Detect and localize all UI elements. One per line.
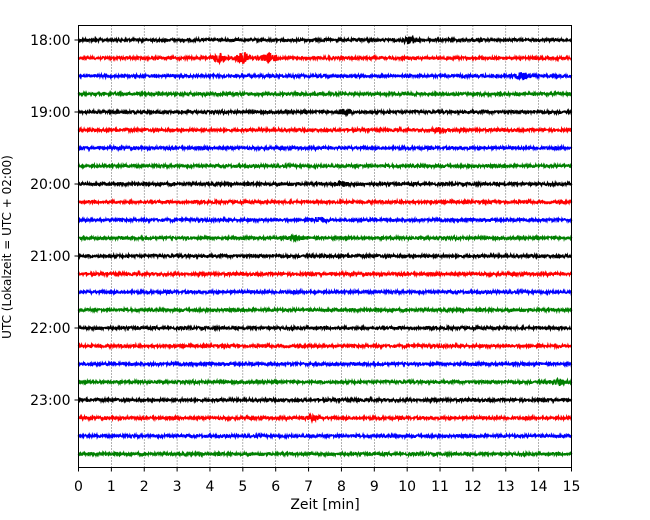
- y-axis-ticks: 18:00 19:00 20:00 21:00 22:00 23:00: [30, 33, 79, 409]
- x-tick-label: 0: [74, 479, 83, 495]
- trace-1900: [77, 107, 573, 118]
- x-tick-label: 11: [431, 479, 449, 495]
- x-tick-label: 5: [238, 479, 247, 495]
- trace-2215: [77, 341, 573, 351]
- trace-2230: [77, 359, 573, 369]
- trace-2245: [78, 376, 573, 387]
- trace-1945: [77, 161, 573, 171]
- trace-2145: [77, 305, 573, 315]
- x-tick-label: 10: [398, 479, 416, 495]
- y-tick-label: 21:00: [30, 249, 70, 265]
- x-tick-label: 2: [140, 479, 149, 495]
- trace-2045: [77, 233, 573, 243]
- trace-2030: [77, 215, 573, 225]
- x-tick-label: 4: [206, 479, 215, 495]
- x-axis-ticks: 0 1 2 3 4 5 6 7 8 9 10 11 12 13 14 15: [74, 467, 581, 495]
- x-tick-label: 1: [107, 479, 116, 495]
- y-tick-label: 22:00: [30, 321, 70, 337]
- trace-1915: [77, 125, 573, 135]
- plot-frame: [78, 25, 572, 468]
- trace-1930: [77, 143, 573, 153]
- trace-2300: [77, 395, 573, 405]
- x-tick-label: 9: [370, 479, 379, 495]
- trace-2130: [77, 287, 573, 297]
- x-tick-label: 14: [530, 479, 548, 495]
- trace-1845: [77, 89, 572, 99]
- trace-2000: [77, 179, 573, 189]
- y-tick-label: 23:00: [30, 393, 70, 409]
- x-tick-label: 6: [271, 479, 280, 495]
- x-tick-label: 3: [173, 479, 182, 495]
- trace-1830: [78, 71, 573, 81]
- x-tick-label: 15: [563, 479, 581, 495]
- y-tick-label: 18:00: [30, 33, 70, 49]
- y-tick-label: 19:00: [30, 105, 70, 121]
- x-tick-label: 13: [497, 479, 515, 495]
- y-axis-label: UTC (Lokalzeit = UTC + 02:00): [0, 155, 14, 339]
- x-tick-label: 8: [337, 479, 346, 495]
- trace-2330: [77, 431, 573, 441]
- trace-2100: [77, 251, 573, 261]
- x-axis-label: Zeit [min]: [290, 497, 359, 513]
- trace-2200: [77, 323, 572, 333]
- trace-1815: [77, 51, 572, 66]
- y-tick-label: 20:00: [30, 177, 70, 193]
- trace-2015: [77, 197, 573, 207]
- trace-1800: [77, 34, 572, 46]
- x-tick-label: 12: [464, 479, 482, 495]
- trace-2315: [77, 412, 573, 424]
- trace-2115: [77, 269, 573, 279]
- trace-lines: [77, 34, 573, 459]
- x-tick-label: 7: [304, 479, 313, 495]
- trace-2345: [77, 449, 573, 459]
